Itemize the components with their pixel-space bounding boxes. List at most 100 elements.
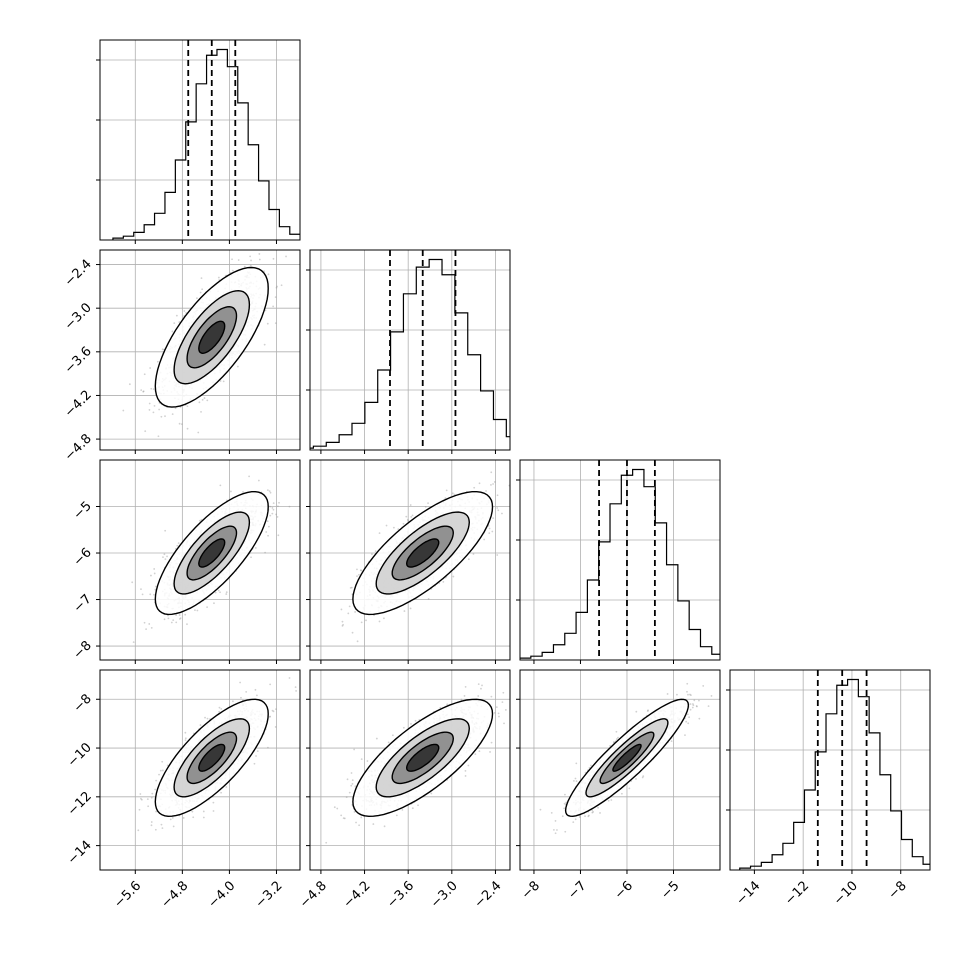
sample-point [515,520,517,522]
sample-point [546,485,548,487]
sample-point [472,553,475,555]
sample-point [149,367,152,369]
sample-point [378,620,381,623]
sample-point [347,612,350,615]
sample-point [349,586,352,589]
panel-frame [99,459,301,661]
sample-point [192,816,195,819]
sample-point [179,618,181,620]
sample-point [256,750,259,753]
sample-point [272,305,275,308]
sample-point [243,265,246,268]
sample-point [214,591,217,594]
sample-point [218,706,221,709]
sample-point [496,494,499,497]
sample-point [493,481,496,483]
sample-point [268,490,271,493]
sample-point [176,544,179,547]
sample-point [258,253,261,255]
sample-point [164,529,167,532]
sample-point [294,686,297,689]
panel-0-0 [96,39,301,244]
sample-point [427,502,429,505]
sample-point [153,572,156,575]
sample-point [276,516,279,518]
sample-point [280,284,283,287]
sample-point [178,422,181,425]
sample-point [341,620,344,623]
panel-2-1 [306,459,548,664]
sample-point [267,534,269,537]
sample-point [249,255,252,258]
sample-point [275,286,278,289]
panel-frame [309,459,511,661]
sample-point [248,475,251,478]
sample-point [140,588,142,591]
sample-point [185,311,187,314]
sample-point [148,409,151,411]
sample-point [342,623,344,626]
sample-point [350,586,353,589]
sample-point [277,534,280,537]
sample-point [249,264,252,267]
sample-point [254,547,257,549]
sample-point [378,532,381,535]
sample-point [164,558,167,561]
sample-point [204,716,206,719]
histogram-step [310,258,510,449]
sample-point [148,402,151,405]
sample-point [231,258,233,261]
sample-point [278,501,280,504]
sample-point [174,407,177,410]
sample-point [491,530,494,533]
sample-point [147,805,150,808]
sample-point [202,816,205,819]
sample-point [340,608,343,611]
sample-point [348,605,351,608]
sample-point [268,525,270,528]
sample-point [157,435,160,438]
sample-point [356,575,358,577]
sample-point [371,553,373,556]
sample-point [409,607,412,610]
sample-point [276,285,278,288]
contour-level-3 [405,538,440,568]
sample-point [359,569,362,572]
sample-point [175,621,178,624]
sample-point [145,628,147,631]
sample-point [266,322,269,325]
sample-point [177,542,180,544]
sample-point [166,555,168,558]
sample-point [186,405,189,408]
sample-point [407,519,410,522]
sample-point [163,553,166,556]
sample-point [198,401,201,404]
sample-point [164,415,166,418]
sample-point [409,504,412,506]
sample-point [175,614,178,616]
sample-point [442,580,445,583]
sample-point [405,515,408,518]
sample-point [142,390,145,393]
sample-point [173,322,176,325]
sample-point [199,291,202,294]
sample-point [184,613,187,616]
sample-point [374,550,377,553]
panel-frame [99,249,301,451]
sample-point [360,621,363,624]
sample-point [271,512,274,515]
sample-point [288,505,291,508]
sample-point [140,797,142,800]
panel-1-1 [306,249,511,454]
sample-point [186,427,189,430]
sample-point [217,276,220,279]
sample-point [143,373,146,376]
sample-point [496,507,499,509]
sample-point [410,516,413,518]
sample-point [275,708,277,711]
sample-point [178,614,181,616]
sample-point [272,257,275,260]
sample-point [473,486,476,489]
sample-point [490,484,492,486]
sample-point [492,517,495,520]
